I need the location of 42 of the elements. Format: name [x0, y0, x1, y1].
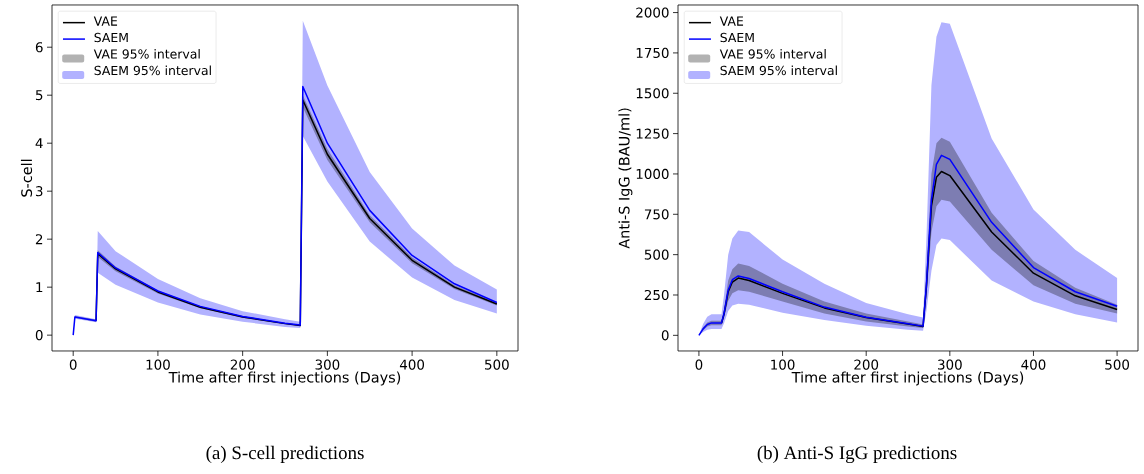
y-tick-label: 6	[35, 42, 43, 53]
annotation: SAEM 95% interval	[720, 65, 837, 76]
x-tick-label: 0	[69, 359, 77, 370]
y-tick-label: 2	[35, 234, 43, 245]
legend-label: SAEM	[720, 32, 754, 43]
text: (b) Anti-S IgG predictions	[757, 445, 957, 464]
y-tick-label: 250	[644, 289, 669, 301]
y-tick-label: 2000	[636, 7, 669, 18]
x-tick-label: 500	[1105, 359, 1130, 370]
y-tick-label: 5	[35, 90, 43, 101]
y-tick-label: 0	[661, 330, 669, 341]
annotation: VAE 95% interval	[93, 49, 200, 59]
legend-label: SAEM	[94, 32, 128, 43]
y-tick-label: 500	[644, 249, 669, 260]
y-axis-title: Anti-S IgG (BAU/ml)	[618, 108, 633, 249]
x-tick-label: 200	[854, 359, 879, 370]
text: (a) S-cell predictions	[206, 445, 364, 464]
y-axis-title: S-cell	[20, 159, 33, 197]
x-tick-label: 100	[146, 359, 170, 370]
y-tick-label: 3	[35, 186, 43, 197]
x-tick-label: 400	[1021, 359, 1046, 370]
annotation: SAEM 95% interval	[94, 65, 211, 76]
y-tick-label: 1250	[636, 128, 669, 139]
y-tick-label: 0	[35, 330, 43, 341]
x-tick-label: 400	[399, 359, 425, 370]
x-axis-title: Time after first injections (Days)	[791, 371, 1024, 386]
y-tick-label: 1000	[636, 168, 669, 180]
legend-label: VAE	[93, 16, 118, 26]
y-tick-label: 1750	[636, 47, 669, 58]
x-tick-label: 300	[315, 359, 340, 370]
legend-label: VAE	[719, 16, 744, 26]
x-tick-label: 100	[771, 359, 795, 370]
x-tick-label: 300	[938, 359, 962, 370]
y-tick-label: 1500	[636, 88, 669, 99]
x-tick-label: 200	[230, 359, 255, 370]
x-tick-label: 500	[485, 359, 509, 370]
y-tick-label: 750	[644, 209, 669, 220]
y-tick-label: 4	[35, 138, 43, 149]
y-tick-label: 1	[36, 282, 43, 293]
x-tick-label: 0	[695, 359, 703, 370]
annotation: VAE 95% interval	[719, 49, 826, 59]
x-axis-title: Time after first injections (Days)	[168, 371, 401, 386]
